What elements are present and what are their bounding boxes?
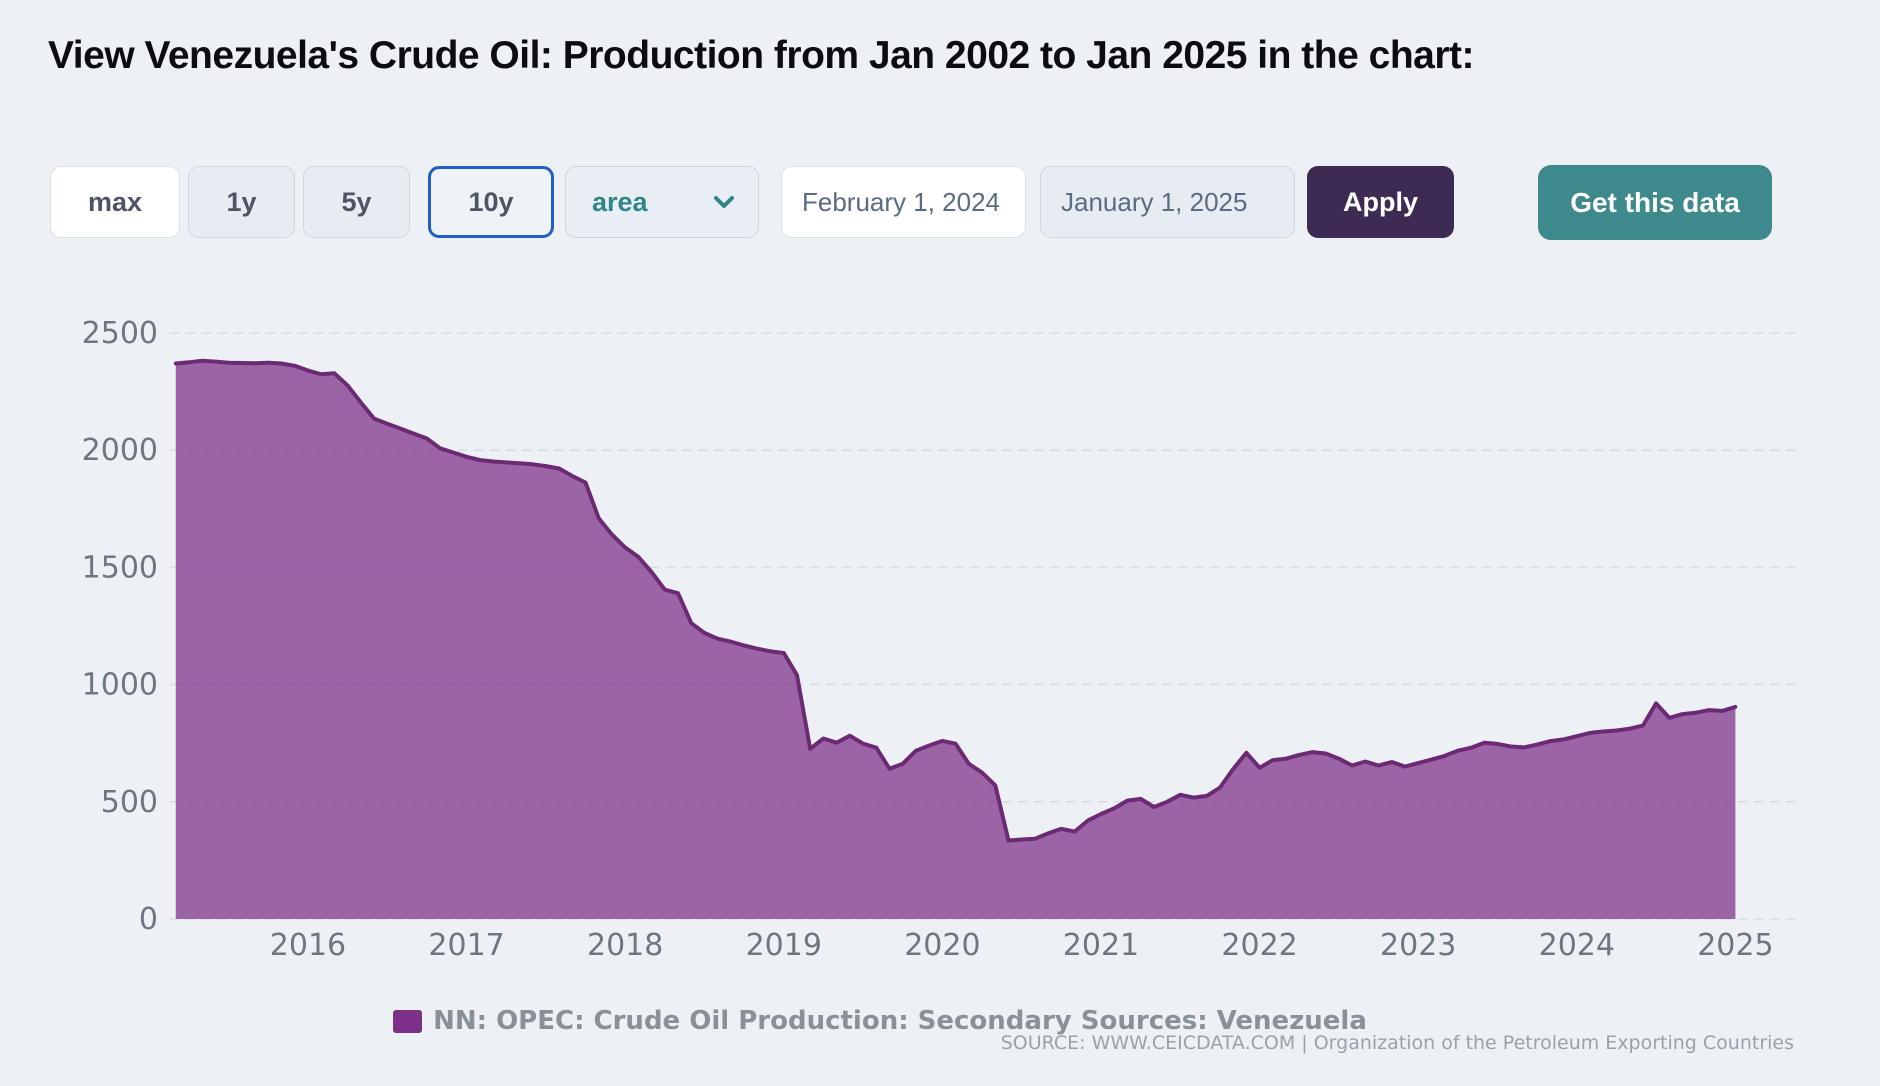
range-button-1y-label: 1y: [226, 186, 257, 217]
y-axis-tick-label: 500: [101, 785, 158, 820]
y-axis-tick-label: 2500: [82, 316, 158, 351]
x-axis-tick-label: 2019: [746, 928, 822, 963]
legend-swatch: [393, 1009, 423, 1033]
chart-canvas: 0 500 1000 1500 2000 2500 2016 2017 2018 2019 2020…: [82, 316, 1795, 963]
y-axis-tick-label: 0: [139, 902, 158, 937]
x-axis-tick-label: 2021: [1063, 928, 1139, 963]
range-button-5y[interactable]: 5y: [303, 166, 410, 238]
range-button-max[interactable]: max: [50, 166, 180, 238]
page-title: View Venezuela's Crude Oil: Production f…: [48, 34, 1475, 77]
x-axis-tick-label: 2023: [1380, 928, 1456, 963]
production-area-chart: 0 500 1000 1500 2000 2500 2016 2017 2018 2019 2020…: [0, 300, 1880, 1000]
get-this-data-button[interactable]: Get this data: [1538, 165, 1772, 240]
x-axis-tick-label: 2024: [1539, 928, 1615, 963]
y-axis-tick-label: 1500: [82, 550, 158, 585]
y-axis-tick-label: 1000: [82, 668, 158, 703]
y-axis-tick-label: 2000: [82, 433, 158, 468]
end-date-input[interactable]: [1040, 166, 1295, 238]
legend-label: NN: OPEC: Crude Oil Production: Secondar…: [433, 1006, 1367, 1036]
range-button-5y-label: 5y: [341, 186, 372, 217]
x-axis-tick-label: 2020: [904, 928, 980, 963]
x-axis-tick-label: 2017: [428, 928, 504, 963]
x-axis-tick-label: 2016: [270, 928, 346, 963]
chart-legend: NN: OPEC: Crude Oil Production: Secondar…: [0, 1004, 1760, 1038]
x-axis-tick-label: 2025: [1697, 928, 1773, 963]
range-button-1y[interactable]: 1y: [188, 166, 295, 238]
x-axis-tick-label: 2022: [1221, 928, 1297, 963]
area-series-fill: [175, 360, 1736, 919]
range-button-max-label: max: [87, 186, 143, 217]
x-axis-tick-label: 2018: [587, 928, 663, 963]
chart-type-select-value: area: [592, 186, 648, 217]
chevron-down-icon: [712, 195, 736, 210]
start-date-input[interactable]: [781, 166, 1026, 238]
range-button-10y-label: 10y: [468, 186, 514, 217]
apply-button[interactable]: Apply: [1307, 166, 1454, 238]
range-button-10y[interactable]: 10y: [428, 166, 554, 238]
area-series-line: [173, 358, 1738, 843]
source-note: SOURCE: WWW.CEICDATA.COM | Organization …: [1000, 1032, 1794, 1054]
chart-type-select[interactable]: area: [565, 166, 759, 238]
